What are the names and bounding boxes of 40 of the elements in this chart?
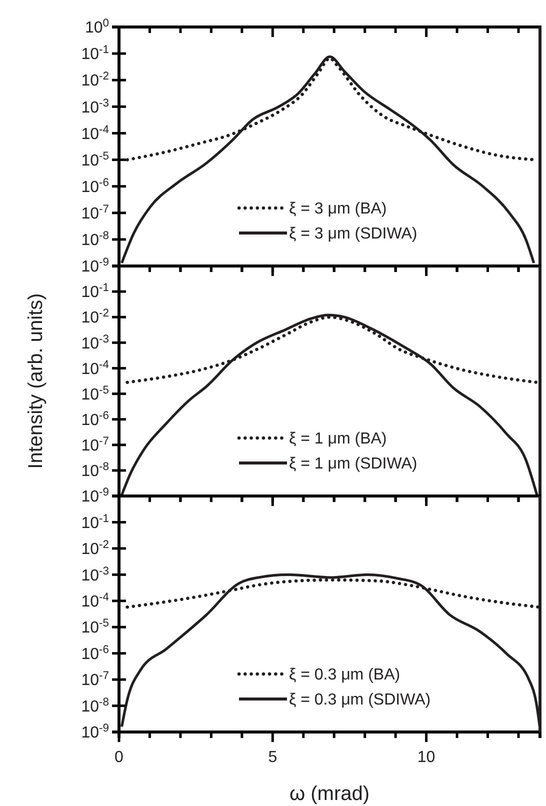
y-tick-label: 10$^{0}$: [84, 18, 109, 37]
y-tick-label: 10$^{-2}$: [81, 539, 109, 558]
y-tick-label: 10$^{-1}$: [81, 44, 109, 64]
y-tick-label: 10$^{-8}$: [81, 230, 109, 250]
legend-label: ξ = 3 μm (SDIWA): [289, 226, 418, 243]
y-tick-label: 10$^{-5}$: [81, 618, 109, 637]
y-tick-label: 10$^{-2}$: [81, 308, 109, 327]
y-tick-label: 10$^{-6}$: [81, 410, 109, 429]
y-tick-label: 10$^{-4}$: [81, 591, 109, 610]
x-tick-label: 5: [268, 749, 278, 766]
y-tick-label: 10$^{-2}$: [81, 70, 109, 90]
y-tick-label: 10$^{-7}$: [81, 203, 109, 222]
y-tick-label: 10$^{-6}$: [81, 176, 109, 196]
legend-label: ξ = 0.3 μm (SDIWA): [289, 692, 431, 709]
y-tick-label: 10$^{-8}$: [81, 461, 109, 480]
legend-label: ξ = 3 μm (BA): [289, 200, 387, 218]
y-tick-label: 10$^{-3}$: [81, 97, 109, 116]
y-tick-label: 10$^{-1}$: [81, 282, 109, 302]
y-tick-label: 10$^{-9}$: [81, 486, 109, 506]
x-axis-title: ω (mrad): [289, 783, 370, 805]
y-tick-label: 10$^{-4}$: [81, 124, 109, 143]
y-tick-label: 10$^{-6}$: [81, 644, 109, 663]
legend-label: ξ = 1 μm (BA): [289, 430, 387, 448]
legend-label: ξ = 1 μm (SDIWA): [289, 456, 418, 473]
y-tick-label: 10$^{-5}$: [81, 150, 109, 170]
y-tick-label: 10$^{-7}$: [81, 435, 109, 454]
y-tick-label: 10$^{-4}$: [81, 358, 109, 378]
y-tick-label: 10$^{-3}$: [81, 565, 109, 584]
x-tick-label: 0: [114, 749, 124, 766]
y-tick-label: 10$^{-8}$: [81, 696, 109, 716]
legend-label: ξ = 0.3 μm (BA): [289, 666, 400, 684]
y-tick-label: 10$^{-9}$: [81, 722, 109, 742]
y-tick-label: 10$^{-9}$: [81, 256, 109, 276]
y-tick-label: 10$^{-7}$: [81, 670, 109, 690]
x-tick-label: 10: [417, 749, 436, 766]
line-series: [120, 55, 536, 264]
y-tick-label: 10$^{-1}$: [81, 512, 109, 532]
y-tick-label: 10$^{-5}$: [81, 384, 109, 404]
y-tick-label: 10$^{-3}$: [81, 333, 109, 352]
y-axis-title: Intensity (arb. units): [25, 293, 47, 469]
